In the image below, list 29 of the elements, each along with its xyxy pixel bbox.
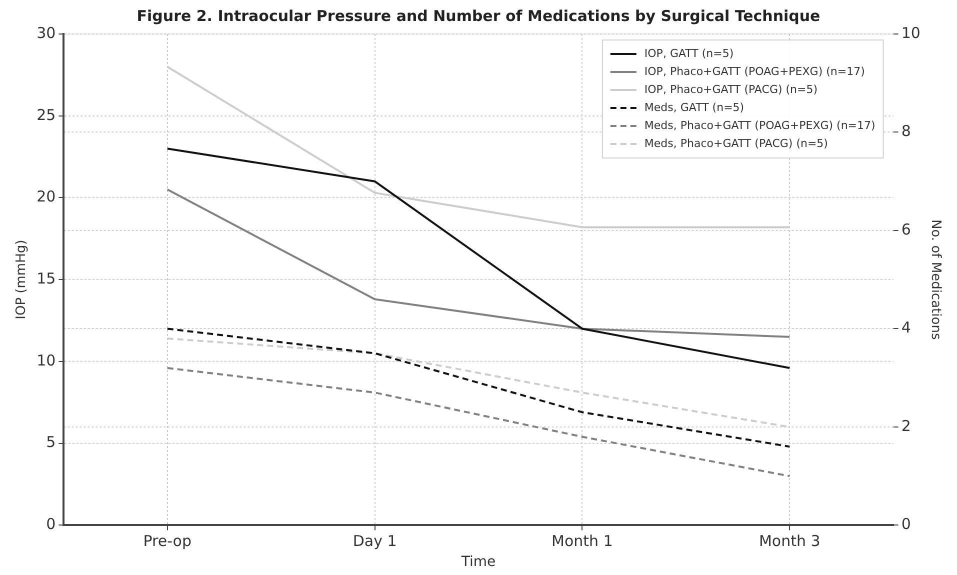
y2-tick-label: 8 bbox=[901, 122, 911, 140]
chart-title: Figure 2. Intraocular Pressure and Number of Medications by Surgical Technique bbox=[136, 6, 820, 25]
legend-label: IOP, GATT (n=5) bbox=[644, 46, 734, 60]
y2-axis-title: No. of Medications bbox=[928, 219, 943, 340]
y-tick-label: 15 bbox=[36, 269, 56, 288]
y-axis-title: IOP (mmHg) bbox=[14, 240, 30, 320]
y2-tick-label: 0 bbox=[901, 515, 911, 534]
line-series bbox=[166, 328, 791, 448]
y2-tick-label: 4 bbox=[901, 318, 911, 337]
y2-tick-label: 6 bbox=[901, 220, 911, 238]
y2-tick-label: 2 bbox=[901, 416, 911, 435]
x-tick-label: Month 3 bbox=[758, 532, 820, 550]
y-tick-label: 20 bbox=[36, 188, 56, 206]
legend-label: IOP, Phaco+GATT (POAG+PEXG) (n=17) bbox=[644, 64, 865, 78]
legend-label: Meds, Phaco+GATT (POAG+PEXG) (n=17) bbox=[644, 118, 876, 132]
y-tick-label: 0 bbox=[46, 515, 56, 534]
x-tick-label: Month 1 bbox=[552, 532, 613, 550]
legend-label: Meds, GATT (n=5) bbox=[644, 100, 744, 114]
legend-label: IOP, Phaco+GATT (PACG) (n=5) bbox=[644, 82, 818, 96]
x-axis-title: Time bbox=[460, 554, 496, 570]
legend-label: Meds, Phaco+GATT (PACG) (n=5) bbox=[644, 136, 828, 150]
y-tick-label: 30 bbox=[36, 24, 56, 42]
x-tick-label: Day 1 bbox=[352, 532, 397, 550]
y2-tick-label: 10 bbox=[901, 24, 920, 42]
y-tick-label: 5 bbox=[46, 433, 56, 452]
y-tick-label: 25 bbox=[36, 106, 56, 124]
x-tick-label: Pre-op bbox=[143, 532, 192, 550]
y-tick-label: 10 bbox=[36, 351, 56, 370]
line-series bbox=[166, 367, 791, 478]
